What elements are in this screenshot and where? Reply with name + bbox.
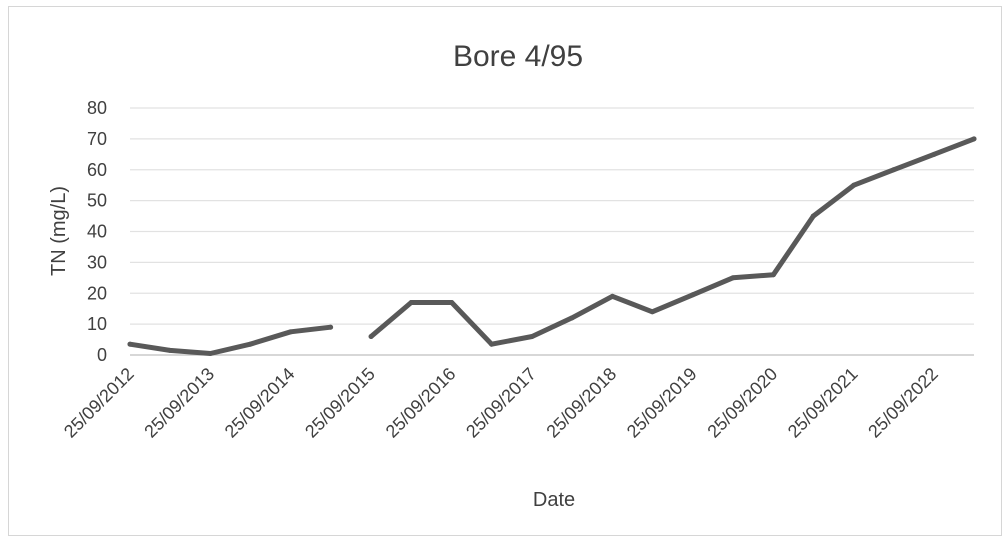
data-point	[730, 275, 736, 281]
y-tick-label: 80	[87, 98, 107, 118]
y-axis-ticks: 0 10 20 30 40 50 60 70 80	[87, 98, 107, 365]
y-axis-label: TN (mg/L)	[48, 186, 70, 276]
data-point	[368, 333, 374, 339]
data-point	[529, 333, 535, 339]
x-tick-label: 25/09/2014	[221, 364, 299, 442]
x-tick-label: 25/09/2015	[301, 364, 379, 442]
data-point	[569, 315, 575, 321]
data-point	[127, 341, 133, 347]
data-point	[851, 182, 857, 188]
data-point	[690, 292, 696, 298]
data-point	[649, 309, 655, 315]
series-line-segment-2	[368, 136, 977, 347]
x-tick-label: 25/09/2018	[542, 364, 620, 442]
data-point	[449, 300, 455, 306]
data-point	[328, 324, 334, 330]
data-point	[810, 213, 816, 219]
x-tick-label: 25/09/2020	[703, 364, 781, 442]
x-tick-label: 25/09/2017	[462, 364, 540, 442]
data-point	[489, 341, 495, 347]
x-tick-label: 25/09/2012	[60, 364, 138, 442]
chart-frame	[8, 6, 1002, 536]
y-tick-label: 50	[87, 191, 107, 211]
y-tick-label: 30	[87, 252, 107, 272]
x-tick-label: 25/09/2021	[784, 364, 862, 442]
data-point	[931, 151, 937, 157]
x-tick-label: 25/09/2016	[382, 364, 460, 442]
x-tick-label: 25/09/2022	[864, 364, 942, 442]
y-tick-label: 0	[97, 345, 107, 365]
data-point	[288, 329, 294, 335]
x-axis-ticks: 25/09/2012 25/09/2013 25/09/2014 25/09/2015…	[60, 364, 942, 442]
data-point	[770, 272, 776, 278]
y-tick-label: 70	[87, 129, 107, 149]
y-tick-label: 10	[87, 314, 107, 334]
x-axis-label: Date	[533, 489, 575, 511]
chart-title: Bore 4/95	[453, 40, 583, 73]
data-point	[207, 350, 213, 356]
x-tick-label: 25/09/2019	[623, 364, 701, 442]
y-tick-label: 60	[87, 160, 107, 180]
data-point	[891, 167, 897, 173]
data-point	[408, 300, 414, 306]
y-tick-label: 40	[87, 222, 107, 242]
y-tick-label: 20	[87, 283, 107, 303]
data-point	[609, 293, 615, 299]
series-lines	[127, 136, 977, 356]
gridlines	[130, 107, 974, 356]
data-point	[167, 347, 173, 353]
data-point	[971, 136, 977, 142]
series-line-segment-1	[127, 324, 334, 356]
x-tick-label: 25/09/2013	[140, 364, 218, 442]
data-point	[247, 341, 253, 347]
